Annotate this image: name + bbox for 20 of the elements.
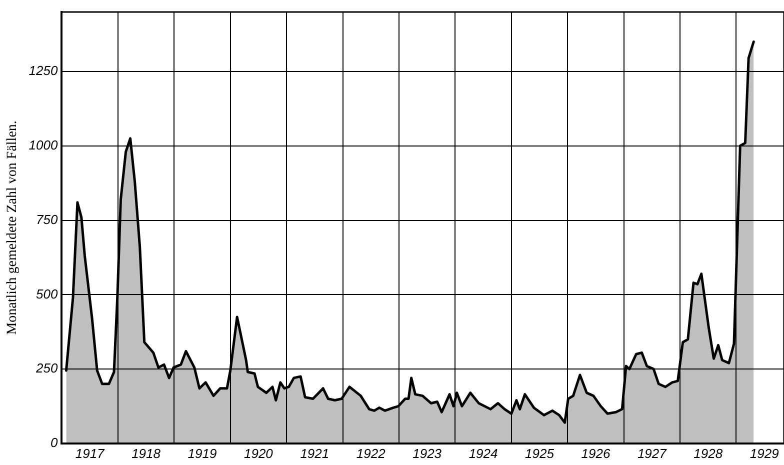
x-tick-label: 1928 bbox=[694, 446, 724, 461]
x-tick-label: 1920 bbox=[244, 446, 274, 461]
x-tick-label: 1919 bbox=[188, 446, 217, 461]
x-tick-label: 1924 bbox=[468, 446, 498, 461]
x-tick-label: 1926 bbox=[581, 446, 611, 461]
x-tick-label: 1922 bbox=[356, 446, 386, 461]
y-tick-label: 750 bbox=[36, 212, 58, 227]
y-tick-label: 1000 bbox=[28, 137, 58, 152]
y-axis-title: Monatlich gemeldete Zahl von Fällen. bbox=[5, 120, 20, 335]
x-tick-label: 1917 bbox=[75, 446, 106, 461]
y-tick-label: 1250 bbox=[28, 63, 58, 78]
y-tick-label: 500 bbox=[36, 286, 58, 302]
x-tick-label: 1923 bbox=[412, 446, 442, 461]
x-tick-label: 1929 bbox=[750, 446, 779, 461]
x-tick-label: 1918 bbox=[132, 446, 162, 461]
y-tick-label: 0 bbox=[50, 435, 58, 450]
x-tick-label: 1921 bbox=[300, 446, 330, 461]
x-tick-label: 1927 bbox=[637, 446, 668, 461]
x-tick-label: 1925 bbox=[525, 446, 555, 461]
y-tick-label: 250 bbox=[35, 360, 58, 376]
